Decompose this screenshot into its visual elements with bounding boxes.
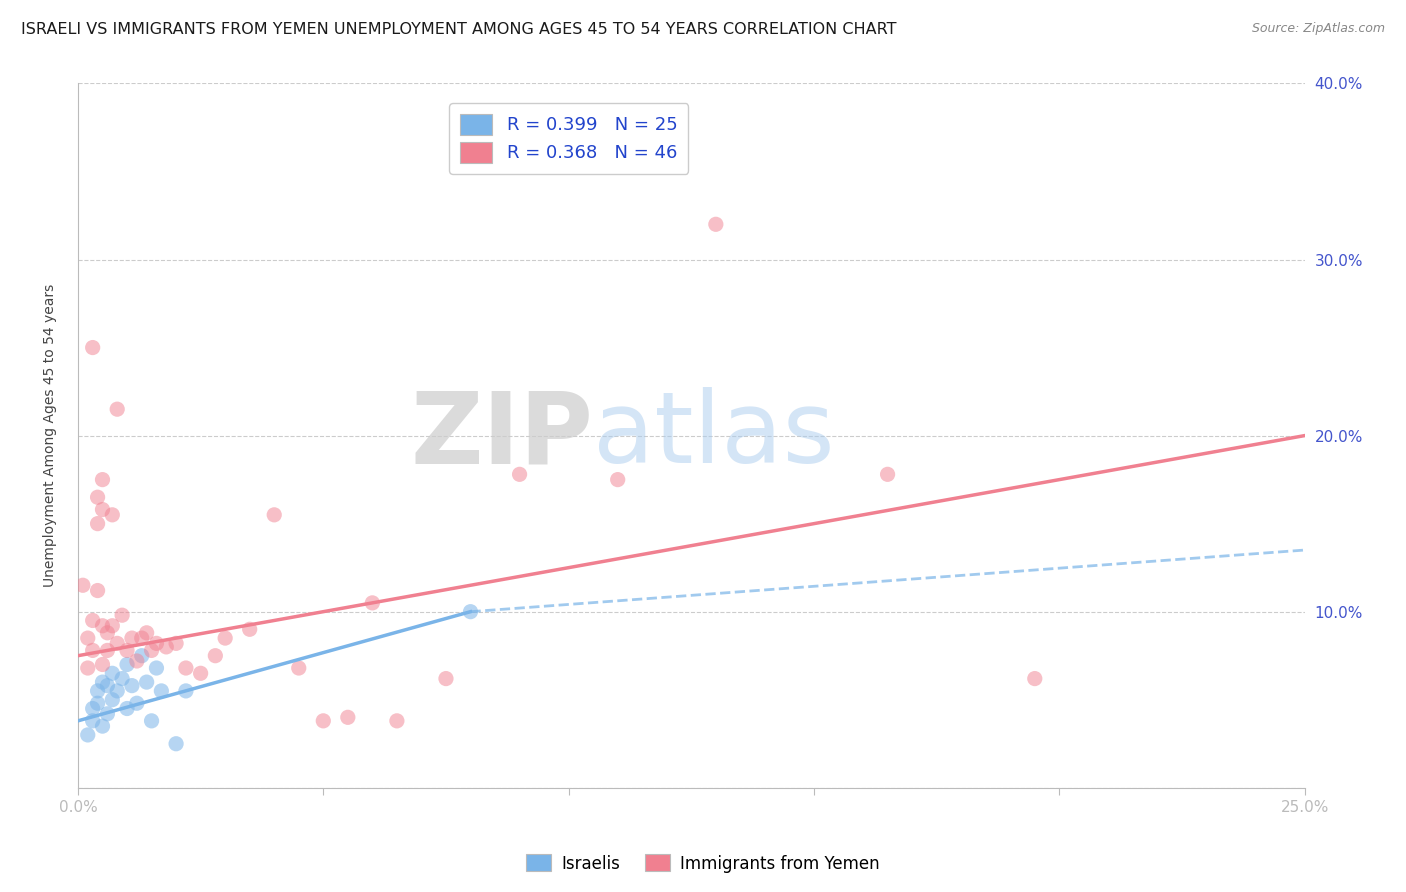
Point	[239, 622, 262, 636]
Point	[1024, 672, 1046, 686]
Point	[101, 666, 124, 681]
Point	[135, 625, 157, 640]
Legend: Israelis, Immigrants from Yemen: Israelis, Immigrants from Yemen	[520, 847, 886, 880]
Point	[82, 614, 104, 628]
Point	[174, 684, 197, 698]
Point	[361, 596, 384, 610]
Point	[96, 625, 118, 640]
Point	[287, 661, 309, 675]
Text: ZIP: ZIP	[411, 387, 593, 484]
Point	[86, 583, 108, 598]
Point	[76, 661, 98, 675]
Text: Source: ZipAtlas.com: Source: ZipAtlas.com	[1251, 22, 1385, 36]
Point	[101, 619, 124, 633]
Point	[141, 643, 163, 657]
Point	[76, 728, 98, 742]
Point	[336, 710, 359, 724]
Point	[509, 467, 531, 482]
Point	[704, 217, 727, 231]
Point	[82, 714, 104, 728]
Point	[876, 467, 898, 482]
Point	[190, 666, 212, 681]
Point	[145, 661, 167, 675]
Point	[86, 490, 108, 504]
Point	[96, 706, 118, 721]
Point	[263, 508, 285, 522]
Point	[82, 643, 104, 657]
Point	[91, 473, 114, 487]
Point	[131, 631, 153, 645]
Point	[86, 516, 108, 531]
Point	[115, 701, 138, 715]
Y-axis label: Unemployment Among Ages 45 to 54 years: Unemployment Among Ages 45 to 54 years	[44, 284, 58, 587]
Text: atlas: atlas	[593, 387, 835, 484]
Point	[165, 737, 187, 751]
Point	[145, 636, 167, 650]
Point	[105, 402, 128, 417]
Point	[135, 675, 157, 690]
Point	[72, 578, 94, 592]
Point	[125, 654, 148, 668]
Point	[82, 341, 104, 355]
Point	[121, 631, 143, 645]
Point	[141, 714, 163, 728]
Point	[165, 636, 187, 650]
Point	[91, 675, 114, 690]
Point	[101, 692, 124, 706]
Point	[91, 502, 114, 516]
Point	[150, 684, 173, 698]
Point	[434, 672, 457, 686]
Point	[125, 696, 148, 710]
Legend: R = 0.399   N = 25, R = 0.368   N = 46: R = 0.399 N = 25, R = 0.368 N = 46	[449, 103, 689, 174]
Point	[105, 684, 128, 698]
Point	[115, 643, 138, 657]
Point	[121, 679, 143, 693]
Point	[214, 631, 236, 645]
Point	[86, 684, 108, 698]
Point	[460, 605, 482, 619]
Point	[96, 679, 118, 693]
Point	[76, 631, 98, 645]
Point	[131, 648, 153, 663]
Point	[91, 719, 114, 733]
Point	[91, 657, 114, 672]
Point	[385, 714, 408, 728]
Text: ISRAELI VS IMMIGRANTS FROM YEMEN UNEMPLOYMENT AMONG AGES 45 TO 54 YEARS CORRELAT: ISRAELI VS IMMIGRANTS FROM YEMEN UNEMPLO…	[21, 22, 897, 37]
Point	[82, 701, 104, 715]
Point	[111, 672, 134, 686]
Point	[312, 714, 335, 728]
Point	[101, 508, 124, 522]
Point	[204, 648, 226, 663]
Point	[111, 608, 134, 623]
Point	[606, 473, 628, 487]
Point	[86, 696, 108, 710]
Point	[105, 636, 128, 650]
Point	[91, 619, 114, 633]
Point	[174, 661, 197, 675]
Point	[96, 643, 118, 657]
Point	[155, 640, 177, 654]
Point	[115, 657, 138, 672]
